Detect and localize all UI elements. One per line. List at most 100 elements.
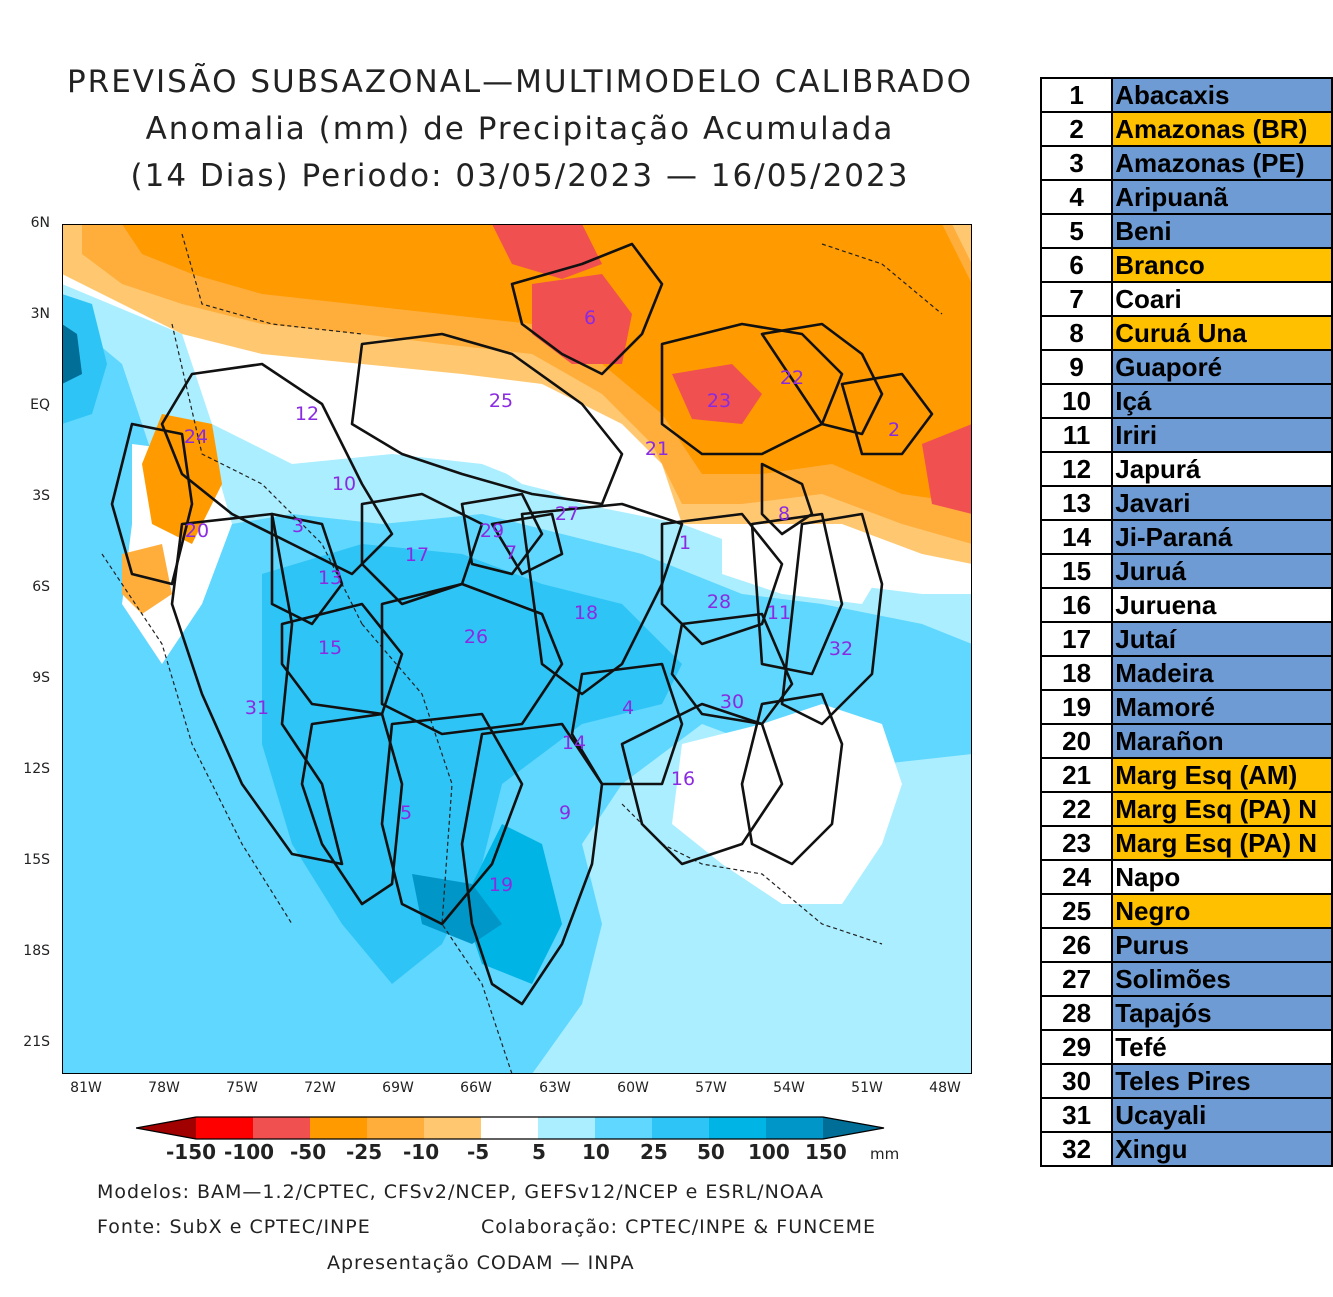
basin-label-11: 11 bbox=[767, 602, 791, 624]
lon-label: 48W bbox=[929, 1080, 961, 1096]
footer-presentation: Apresentação CODAM — INPA bbox=[327, 1252, 635, 1274]
basin-number: 17 bbox=[1039, 621, 1114, 657]
basin-number: 20 bbox=[1039, 723, 1114, 759]
basin-label-23: 23 bbox=[707, 390, 731, 412]
basin-number: 26 bbox=[1039, 927, 1114, 963]
basin-number: 14 bbox=[1039, 519, 1114, 555]
basin-number: 5 bbox=[1039, 213, 1114, 249]
basin-label-14: 14 bbox=[562, 732, 586, 754]
basin-name: Madeira bbox=[1111, 655, 1333, 691]
basin-number: 31 bbox=[1039, 1097, 1114, 1133]
basin-row: 4 Aripuanã bbox=[1039, 179, 1333, 215]
colorbar-bin bbox=[196, 1117, 253, 1139]
basin-label-3: 3 bbox=[292, 515, 304, 537]
basin-number: 22 bbox=[1039, 791, 1114, 827]
basin-name: Tefé bbox=[1111, 1029, 1333, 1065]
colorbar-bin bbox=[538, 1117, 595, 1139]
basin-number: 27 bbox=[1039, 961, 1114, 997]
basin-row: 32 Xingu bbox=[1039, 1131, 1333, 1167]
basin-label-15: 15 bbox=[318, 637, 342, 659]
basin-row: 21 Marg Esq (AM) bbox=[1039, 757, 1333, 793]
lat-label: 3N bbox=[30, 306, 50, 322]
basin-label-26: 26 bbox=[464, 626, 488, 648]
basin-row: 6 Branco bbox=[1039, 247, 1333, 283]
basin-label-32: 32 bbox=[829, 638, 853, 660]
lon-label: 81W bbox=[70, 1080, 102, 1096]
basin-label-4: 4 bbox=[622, 697, 634, 719]
basin-row: 29 Tefé bbox=[1039, 1029, 1333, 1065]
basin-number: 1 bbox=[1039, 77, 1114, 113]
basin-legend-table: 1 Abacaxis 2 Amazonas (BR) 3 Amazonas (PE) 4 Ar… bbox=[1039, 77, 1333, 1167]
basin-row: 11 Iriri bbox=[1039, 417, 1333, 453]
basin-name: Ucayali bbox=[1111, 1097, 1333, 1133]
lon-label: 72W bbox=[304, 1080, 336, 1096]
lat-label: 9S bbox=[32, 670, 50, 686]
basin-name: Napo bbox=[1111, 859, 1333, 895]
basin-name: Purus bbox=[1111, 927, 1333, 963]
basin-number: 32 bbox=[1039, 1131, 1114, 1167]
colorbar-unit: mm bbox=[870, 1145, 900, 1163]
footer-models: Modelos: BAM—1.2/CPTEC, CFSv2/NCEP, GEFS… bbox=[97, 1181, 824, 1203]
colorbar-bin bbox=[253, 1117, 310, 1139]
basin-name: Beni bbox=[1111, 213, 1333, 249]
basin-row: 30 Teles Pires bbox=[1039, 1063, 1333, 1099]
colorbar-label: -25 bbox=[346, 1140, 383, 1164]
lat-label: 6S bbox=[32, 579, 50, 595]
basin-number: 4 bbox=[1039, 179, 1114, 215]
lon-label: 63W bbox=[539, 1080, 571, 1096]
basin-number: 12 bbox=[1039, 451, 1114, 487]
colorbar-arrow-high bbox=[823, 1117, 884, 1139]
basin-label-1: 1 bbox=[679, 532, 691, 554]
basin-name: Ji-Paraná bbox=[1111, 519, 1333, 555]
basin-number: 2 bbox=[1039, 111, 1114, 147]
basin-label-19: 19 bbox=[489, 874, 513, 896]
basin-label-21: 21 bbox=[645, 438, 669, 460]
lon-label: 78W bbox=[148, 1080, 180, 1096]
basin-row: 9 Guaporé bbox=[1039, 349, 1333, 385]
basin-row: 18 Madeira bbox=[1039, 655, 1333, 691]
map-subtitle: Anomalia (mm) de Precipitação Acumulada bbox=[145, 111, 895, 147]
footer-collab: Colaboração: CPTEC/INPE & FUNCEME bbox=[481, 1216, 877, 1238]
basin-name: Branco bbox=[1111, 247, 1333, 283]
colorbar-arrow-low bbox=[136, 1117, 196, 1139]
basin-name: Amazonas (PE) bbox=[1111, 145, 1333, 181]
lat-label: 18S bbox=[23, 943, 50, 959]
basin-row: 5 Beni bbox=[1039, 213, 1333, 249]
basin-label-27: 27 bbox=[555, 503, 579, 525]
basin-number: 15 bbox=[1039, 553, 1114, 589]
basin-label-10: 10 bbox=[332, 473, 356, 495]
lon-label: 75W bbox=[226, 1080, 258, 1096]
basin-name: Guaporé bbox=[1111, 349, 1333, 385]
colorbar-label: 5 bbox=[532, 1140, 546, 1164]
basin-name: Curuá Una bbox=[1111, 315, 1333, 351]
basin-row: 23 Marg Esq (PA) N bbox=[1039, 825, 1333, 861]
colorbar-bin bbox=[481, 1117, 538, 1139]
map-title: PREVISÃO SUBSAZONAL—MULTIMODELO CALIBRAD… bbox=[66, 64, 974, 100]
lat-label: EQ bbox=[30, 397, 50, 413]
basin-label-25: 25 bbox=[489, 390, 513, 412]
basin-name: Juruá bbox=[1111, 553, 1333, 589]
basin-name: Juruena bbox=[1111, 587, 1333, 623]
basin-name: Abacaxis bbox=[1111, 77, 1333, 113]
lat-label: 12S bbox=[23, 761, 50, 777]
basin-label-24: 24 bbox=[184, 426, 208, 448]
basin-row: 31 Ucayali bbox=[1039, 1097, 1333, 1133]
basin-label-31: 31 bbox=[245, 697, 269, 719]
colorbar-label: -10 bbox=[403, 1140, 440, 1164]
basin-row: 25 Negro bbox=[1039, 893, 1333, 929]
footer-source: Fonte: SubX e CPTEC/INPE bbox=[97, 1216, 371, 1238]
basin-number: 16 bbox=[1039, 587, 1114, 623]
basin-name: Iriri bbox=[1111, 417, 1333, 453]
basin-number: 19 bbox=[1039, 689, 1114, 725]
colorbar-bin bbox=[766, 1117, 823, 1139]
basin-number: 21 bbox=[1039, 757, 1114, 793]
basin-row: 10 Içá bbox=[1039, 383, 1333, 419]
basin-name: Mamoré bbox=[1111, 689, 1333, 725]
basin-row: 22 Marg Esq (PA) N bbox=[1039, 791, 1333, 827]
basin-label-5: 5 bbox=[400, 802, 412, 824]
basin-row: 14 Ji-Paraná bbox=[1039, 519, 1333, 555]
basin-name: Tapajós bbox=[1111, 995, 1333, 1031]
colorbar bbox=[136, 1116, 885, 1140]
basin-name: Jutaí bbox=[1111, 621, 1333, 657]
colorbar-label: -5 bbox=[467, 1140, 490, 1164]
